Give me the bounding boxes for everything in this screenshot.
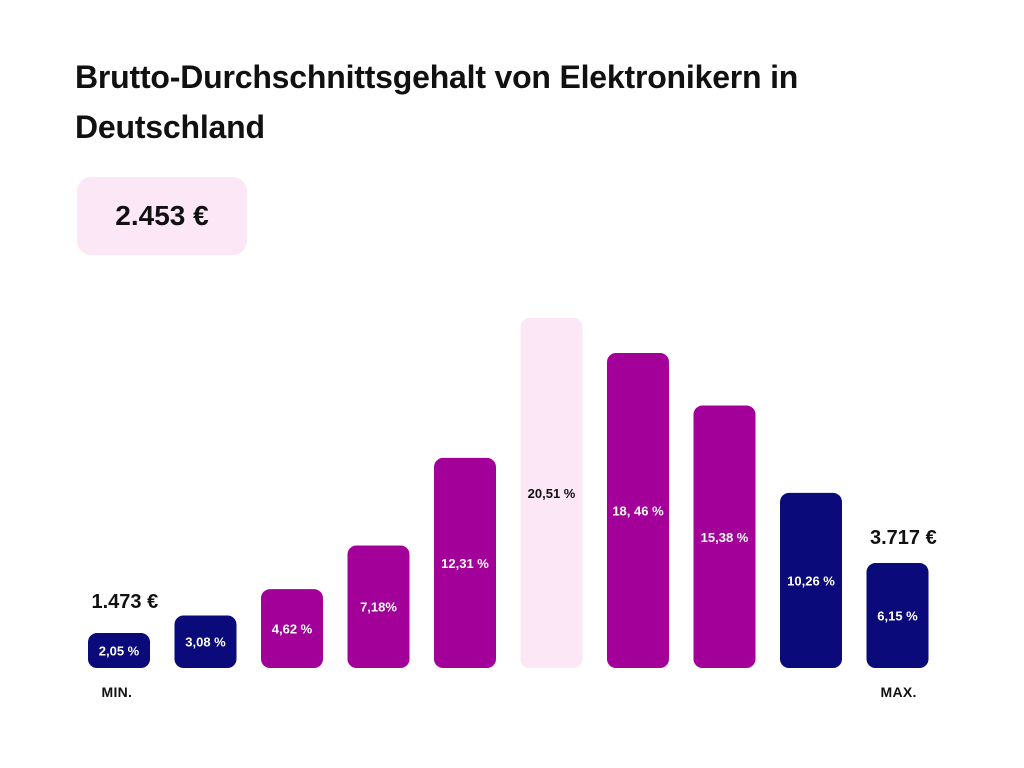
chart-title: Brutto-Durchschnittsgehalt von Elektroni… <box>75 59 799 145</box>
bar-1 <box>88 633 150 668</box>
bar-value-label-10: 6,15 % <box>877 609 918 624</box>
max-salary-label: 3.717 € <box>870 527 937 550</box>
min-salary-label: 1.473 € <box>91 591 159 614</box>
x-axis-min-label: MIN. <box>101 684 133 700</box>
bar-value-label-7: 18, 46 % <box>612 503 664 518</box>
bar-value-label-5: 12,31 % <box>441 556 489 571</box>
bar-value-label-8: 15,38 % <box>701 530 749 545</box>
x-axis-max-label: MAX. <box>880 684 917 700</box>
bar-5 <box>434 457 496 668</box>
average-salary-badge: 2.453 € <box>77 177 247 255</box>
bar-8 <box>693 405 756 668</box>
bar-value-label-4: 7,18% <box>360 600 397 615</box>
bar-4 <box>347 545 410 668</box>
average-salary-value: 2.453 € <box>115 200 209 231</box>
bar-2 <box>174 615 237 668</box>
bar-value-label-1: 2,05 % <box>99 644 140 659</box>
bar-9 <box>780 492 842 668</box>
bar-6 <box>520 318 583 668</box>
bar-value-label-9: 10,26 % <box>787 573 835 588</box>
bar-10 <box>866 563 929 668</box>
bar-value-label-6: 20,51 % <box>528 486 576 501</box>
bar-3 <box>261 589 323 668</box>
bar-value-label-2: 3,08 % <box>185 635 226 650</box>
bar-value-label-3: 4,62 % <box>272 622 313 637</box>
bar-7 <box>607 352 669 668</box>
